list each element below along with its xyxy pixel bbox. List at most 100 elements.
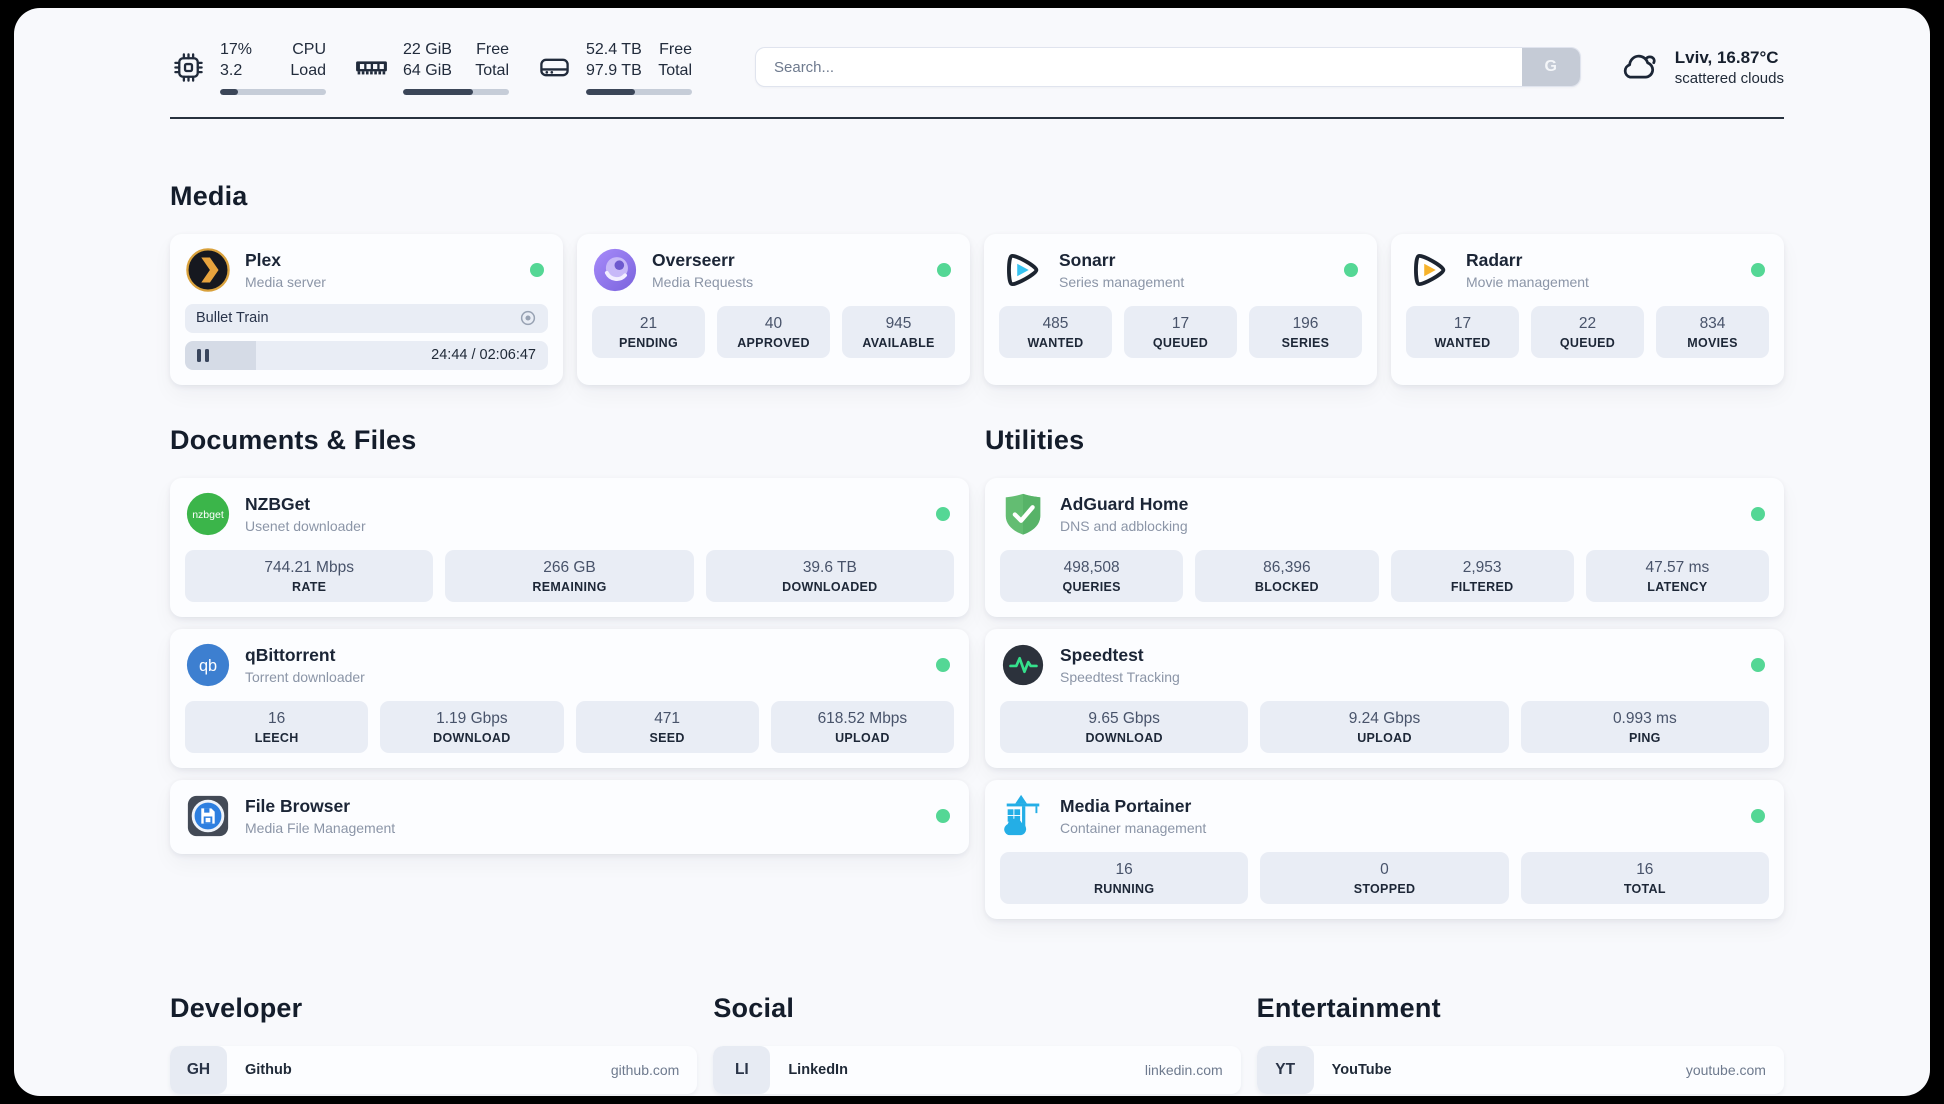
storage-label-2: Total [658,61,692,79]
stat-box: 498,508 QUERIES [1000,549,1184,602]
cpu-label-2: Load [290,61,326,79]
bookmark-youtube[interactable]: YT YouTube youtube.com [1256,1045,1784,1094]
pause-button[interactable] [197,348,209,362]
cpu-load: 3.2 [220,61,243,79]
app-title: Speedtest [1060,644,1144,665]
stat-box: 196 SERIES [1249,305,1362,358]
overseerr-icon [592,247,638,293]
status-badge [937,262,951,277]
session-view-button[interactable] [519,309,537,327]
stat-box: 266 GB REMAINING [445,549,694,602]
nzbget-icon: nzbget [185,491,231,537]
header-divider [170,116,1784,119]
storage-free: 52.4 TB [586,41,642,58]
memory-free: 22 GiB [403,41,452,58]
weather-condition: scattered clouds [1674,69,1784,87]
stat-box: 0.993 ms PING [1520,700,1769,753]
cpu-label-1: CPU [292,41,326,58]
utilities-column: Utilities AdGuard Home [985,425,1784,931]
app-subtitle: Series management [1059,273,1185,290]
app-subtitle: Media File Management [245,819,396,836]
stat-box: 17 QUEUED [1124,305,1237,358]
app-card-sonarr[interactable]: Sonarr Series management 485 WANTED 17 QUE… [984,233,1377,385]
app-title: NZBGet [245,493,311,514]
section-title-developer: Developer [170,992,303,1023]
status-badge [1751,506,1765,521]
stat-box: 9.65 Gbps DOWNLOAD [1000,700,1249,753]
storage-progress [586,88,692,95]
status-badge [1344,262,1358,277]
section-title-utilities: Utilities [985,424,1085,455]
stat-box: 21 PENDING [592,305,705,358]
svg-text:nzbget: nzbget [192,508,224,520]
documents-column: Documents & Files nzbget NZBGet Usenet d… [170,425,969,931]
stat-box: 17 WANTED [1406,305,1519,358]
app-subtitle: Movie management [1466,273,1589,290]
stat-box: 16 TOTAL [1520,851,1769,904]
qbittorrent-icon: qb [185,642,231,688]
stat-box: 16 RUNNING [1000,851,1249,904]
memory-label-2: Total [475,61,509,79]
app-subtitle: DNS and adblocking [1060,517,1188,534]
svg-text:qb: qb [199,656,217,674]
cpu-usage: 17% [220,41,253,58]
app-card-filebrowser[interactable]: File Browser Media File Management [170,779,969,854]
memory-total: 64 GiB [403,61,452,79]
bookmark-github[interactable]: GH Github github.com [170,1045,698,1094]
playback-time: 24:44 / 02:06:47 [431,347,536,364]
stat-box: 2,953 FILTERED [1390,549,1574,602]
stat-box: 9.24 Gbps UPLOAD [1260,700,1509,753]
stat-box: 945 AVAILABLE [842,305,955,358]
cpu-icon [174,53,203,82]
cpu-metric: 17% CPU 3.2 Load [170,40,326,95]
weather-widget: Lviv, 16.87°C scattered clouds [1617,45,1784,89]
section-title-social: Social [713,992,795,1023]
app-card-nzbget[interactable]: nzbget NZBGet Usenet downloader 744.21 M… [170,477,969,617]
app-card-qbittorrent[interactable]: qb qBittorrent Torrent downloader 16 LEEC… [170,628,969,768]
status-badge [1751,808,1765,823]
now-playing-title: Bullet Train [196,310,269,327]
search-engine-button[interactable]: G [1521,48,1580,87]
app-title: Media Portainer [1060,795,1192,816]
app-card-speedtest[interactable]: Speedtest Speedtest Tracking 9.65 Gbps DO… [985,628,1784,768]
filebrowser-icon [185,793,231,839]
memory-icon [356,61,387,75]
status-badge [936,657,950,672]
app-card-adguard[interactable]: AdGuard Home DNS and adblocking 498,508 Q… [985,477,1784,617]
app-title: Plex [245,249,281,270]
app-subtitle: Speedtest Tracking [1060,668,1180,685]
stat-box: 744.21 Mbps RATE [185,549,434,602]
radarr-icon [1406,247,1452,293]
app-card-portainer[interactable]: Media Portainer Container management 16 R… [985,779,1784,919]
stat-box: 471 SEED [575,700,759,753]
playback-progress-fill [185,340,256,370]
stat-box: 40 APPROVED [717,305,830,358]
status-badge [1751,262,1765,277]
app-title: File Browser [245,795,351,816]
section-title-entertainment: Entertainment [1256,992,1441,1023]
memory-progress [403,88,509,95]
app-subtitle: Media Requests [652,273,754,290]
stat-box: 22 QUEUED [1531,305,1644,358]
storage-total: 97.9 TB [586,61,642,79]
adguard-icon [1000,491,1046,537]
stat-box: 1.19 Gbps DOWNLOAD [380,700,564,753]
stat-box: 47.57 ms LATENCY [1585,549,1769,602]
app-card-overseerr[interactable]: Overseerr Media Requests 21 PENDING 40 APP… [577,233,970,385]
app-subtitle: Torrent downloader [245,668,365,685]
app-card-radarr[interactable]: Radarr Movie management 17 WANTED 22 QUEUE… [1391,233,1784,385]
bookmark-linkedin[interactable]: LI LinkedIn linkedin.com [713,1045,1241,1094]
search-input[interactable] [756,48,1522,87]
weather-location-temp: Lviv, 16.87°C [1674,47,1779,67]
status-badge [1751,657,1765,672]
storage-metric: 52.4 TB Free 97.9 TB Total [536,40,692,95]
stat-box: 834 MOVIES [1656,305,1769,358]
app-card-plex[interactable]: Plex Media server Bullet Train 24:44 / 0… [170,233,563,385]
plex-icon [185,247,231,293]
speedtest-icon [1000,642,1046,688]
developer-column: Developer GH Github github.com SO StackO… [170,992,698,1096]
app-title: Overseerr [652,249,735,270]
app-title: Radarr [1466,249,1523,270]
stat-box: 618.52 Mbps UPLOAD [770,700,954,753]
stat-box: 485 WANTED [999,305,1112,358]
